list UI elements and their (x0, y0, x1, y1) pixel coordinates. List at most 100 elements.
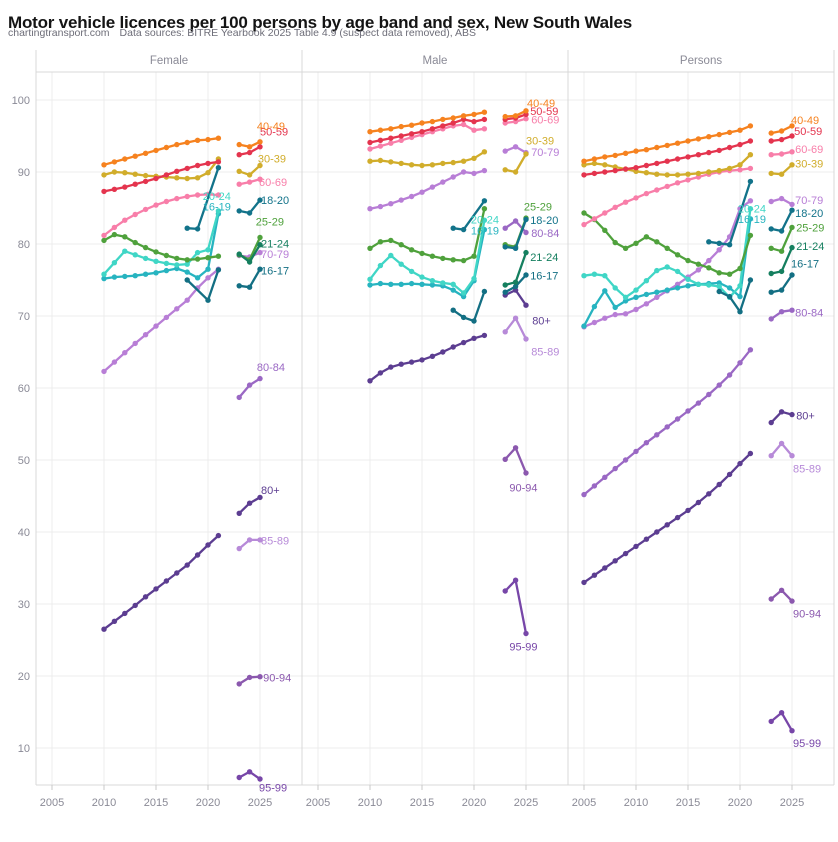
data-point[interactable] (194, 275, 201, 281)
data-point[interactable] (184, 297, 190, 303)
data-point[interactable] (122, 610, 128, 617)
data-point[interactable] (388, 364, 394, 370)
data-point[interactable] (747, 206, 754, 212)
data-point[interactable] (419, 189, 425, 195)
data-point[interactable] (132, 211, 138, 218)
data-point[interactable] (747, 138, 754, 144)
data-point[interactable] (122, 234, 128, 240)
data-point[interactable] (654, 239, 660, 245)
data-point[interactable] (706, 239, 712, 245)
data-point[interactable] (257, 537, 263, 543)
series-female-40-49[interactable] (101, 135, 263, 168)
data-point[interactable] (602, 474, 608, 480)
data-point[interactable] (654, 267, 660, 274)
data-point[interactable] (184, 269, 190, 275)
series-line[interactable] (368, 219, 486, 295)
series-male-21-24[interactable] (502, 249, 529, 288)
data-point[interactable] (481, 149, 488, 155)
data-point[interactable] (377, 262, 384, 269)
data-point[interactable] (111, 231, 118, 238)
data-point[interactable] (602, 154, 608, 160)
data-point[interactable] (633, 287, 639, 293)
data-point[interactable] (429, 126, 436, 132)
data-point[interactable] (111, 260, 118, 266)
data-point[interactable] (398, 123, 404, 130)
data-point[interactable] (789, 224, 795, 231)
data-point[interactable] (778, 710, 785, 716)
data-point[interactable] (737, 265, 743, 272)
data-point[interactable] (388, 237, 394, 244)
data-point[interactable] (674, 140, 681, 146)
data-point[interactable] (101, 162, 107, 168)
data-point[interactable] (674, 285, 681, 291)
series-persons-85-89[interactable] (768, 440, 795, 459)
series-line[interactable] (770, 711, 794, 732)
data-point[interactable] (706, 257, 712, 264)
data-point[interactable] (215, 165, 222, 171)
data-point[interactable] (246, 259, 253, 265)
data-point[interactable] (602, 227, 608, 233)
data-point[interactable] (388, 281, 394, 287)
data-point[interactable] (132, 171, 138, 177)
series-female-80+[interactable] (101, 494, 263, 632)
data-point[interactable] (664, 245, 670, 251)
data-point[interactable] (388, 140, 394, 146)
data-point[interactable] (512, 169, 519, 175)
series-line[interactable] (102, 268, 220, 373)
data-point[interactable] (789, 133, 795, 139)
data-point[interactable] (768, 130, 774, 136)
data-point[interactable] (747, 347, 754, 353)
series-male-80-84[interactable] (502, 218, 529, 236)
data-point[interactable] (602, 210, 608, 216)
data-point[interactable] (408, 247, 415, 253)
data-point[interactable] (377, 203, 384, 210)
series-line[interactable] (718, 278, 752, 313)
data-point[interactable] (502, 244, 508, 250)
data-point[interactable] (633, 448, 639, 455)
data-point[interactable] (789, 244, 795, 251)
data-point[interactable] (523, 336, 529, 342)
data-point[interactable] (111, 224, 118, 231)
data-point[interactable] (747, 277, 754, 283)
data-point[interactable] (523, 470, 529, 476)
data-point[interactable] (591, 572, 598, 578)
data-point[interactable] (664, 264, 670, 270)
data-point[interactable] (367, 139, 373, 146)
data-point[interactable] (174, 306, 180, 312)
data-point[interactable] (523, 249, 529, 256)
data-point[interactable] (512, 113, 519, 119)
data-point[interactable] (612, 304, 618, 311)
series-line[interactable] (582, 199, 752, 328)
data-point[interactable] (481, 109, 488, 115)
data-point[interactable] (581, 221, 587, 228)
series-male-40-49[interactable] (367, 108, 529, 135)
data-point[interactable] (523, 302, 529, 308)
data-point[interactable] (205, 255, 211, 261)
data-point[interactable] (674, 180, 681, 186)
data-point[interactable] (132, 153, 138, 159)
data-point[interactable] (184, 277, 190, 283)
data-point[interactable] (512, 315, 519, 321)
data-point[interactable] (236, 545, 242, 552)
data-point[interactable] (257, 176, 263, 182)
series-female-60-69[interactable] (101, 176, 263, 239)
data-point[interactable] (685, 171, 691, 177)
data-point[interactable] (471, 335, 477, 341)
series-line[interactable] (582, 207, 752, 299)
data-point[interactable] (789, 149, 795, 155)
data-point[interactable] (633, 148, 639, 154)
data-point[interactable] (633, 294, 639, 300)
data-point[interactable] (591, 216, 598, 222)
data-point[interactable] (778, 128, 785, 134)
series-male-80+[interactable] (367, 287, 529, 384)
data-point[interactable] (471, 127, 477, 133)
data-point[interactable] (523, 116, 529, 122)
data-point[interactable] (367, 276, 373, 282)
data-point[interactable] (768, 198, 774, 205)
data-point[interactable] (768, 226, 774, 232)
data-point[interactable] (408, 131, 415, 137)
data-point[interactable] (257, 144, 263, 150)
data-point[interactable] (706, 134, 712, 140)
data-point[interactable] (174, 262, 180, 268)
series-female-18-20[interactable] (184, 165, 263, 232)
